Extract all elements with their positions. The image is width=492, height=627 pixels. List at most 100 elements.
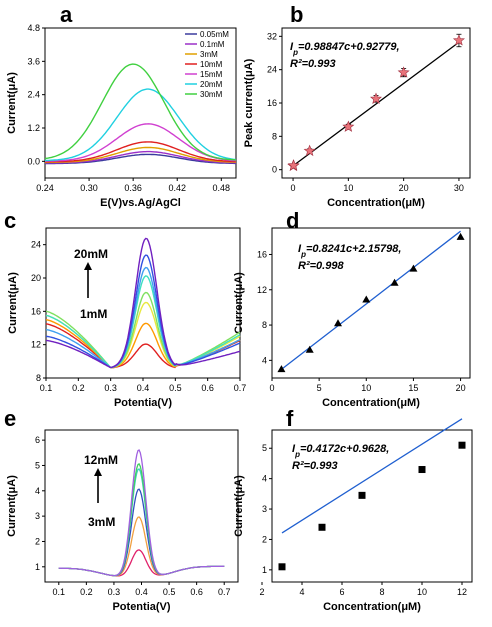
y-axis-label: Current(μA) bbox=[233, 475, 245, 537]
y-axis-label: Current(μA) bbox=[233, 272, 245, 334]
y-tick-label: 12 bbox=[31, 340, 41, 350]
panel-label-f: f bbox=[286, 406, 294, 431]
panel-label-a: a bbox=[60, 2, 73, 27]
fit-equation: Ip=0.8241c+2.15798, bbox=[298, 243, 401, 259]
plot-frame-f bbox=[271, 429, 473, 583]
x-axis-label: Potentia(V) bbox=[114, 397, 172, 409]
fit-r-squared: R²=0.993 bbox=[290, 58, 336, 70]
data-point bbox=[390, 278, 399, 286]
y-tick-label: 0.0 bbox=[27, 156, 40, 166]
data-point bbox=[278, 563, 286, 571]
series-line-3mM bbox=[45, 146, 236, 164]
series-line bbox=[45, 254, 241, 369]
x-axis-label: E(V)vs.Ag/AgCl bbox=[100, 197, 181, 209]
legend-entry: 15mM bbox=[200, 70, 223, 79]
x-tick-label: 0.7 bbox=[218, 587, 231, 597]
data-point bbox=[287, 159, 300, 171]
x-axis-label: Concentration(μM) bbox=[322, 397, 420, 409]
x-tick-label: 15 bbox=[408, 383, 418, 393]
fit-r-squared: R²=0.998 bbox=[298, 260, 344, 272]
fit-line bbox=[281, 230, 461, 370]
plot-frame-a bbox=[44, 27, 237, 179]
y-tick-label: 8 bbox=[36, 373, 41, 383]
data-point bbox=[305, 345, 314, 353]
y-tick-label: 1 bbox=[35, 562, 40, 572]
data-point bbox=[409, 264, 418, 272]
series-line-15mM bbox=[45, 123, 237, 162]
fit-equation: Ip=0.98847c+0.92779, bbox=[290, 41, 400, 57]
arrow-bottom-label: 1mM bbox=[80, 307, 107, 321]
y-tick-label: 3 bbox=[35, 511, 40, 521]
trend-arrow-head bbox=[94, 468, 102, 476]
y-tick-label: 16 bbox=[257, 249, 267, 259]
y-tick-label: 4 bbox=[262, 355, 267, 365]
data-point bbox=[418, 466, 426, 474]
panel-f: 2 4 6 8 10 1212345Concentration(μM)Current(μA… bbox=[233, 418, 473, 613]
x-tick-label: 0.4 bbox=[137, 383, 150, 393]
series-line bbox=[45, 237, 241, 369]
legend-entry: 0.1mM bbox=[200, 40, 225, 49]
series-line-30mM bbox=[44, 63, 237, 161]
panel-b: 0 10 20 30 0 8 16 24 32 Concentration(μM) Peak cur… bbox=[243, 27, 471, 209]
y-tick-label: 16 bbox=[31, 306, 41, 316]
y-tick-label: 3 bbox=[262, 504, 267, 514]
data-point bbox=[458, 441, 466, 449]
y-tick-label: 8 bbox=[272, 131, 277, 141]
x-tick-label: 10 bbox=[417, 587, 427, 597]
y-tick-label: 1.2 bbox=[27, 123, 40, 133]
arrow-top-label: 12mM bbox=[84, 453, 118, 467]
x-tick-label: 0.7 bbox=[234, 383, 247, 393]
y-tick-label: 2.4 bbox=[27, 90, 40, 100]
x-tick-label: 0.2 bbox=[72, 383, 85, 393]
data-point bbox=[334, 319, 342, 327]
legend-entry: 0.05mM bbox=[200, 30, 229, 39]
y-tick-label: 16 bbox=[267, 98, 277, 108]
y-tick-label: 5 bbox=[262, 443, 267, 453]
x-tick-label: 0 bbox=[269, 383, 274, 393]
x-tick-label: 6 bbox=[339, 587, 344, 597]
x-tick-label: 30 bbox=[454, 183, 464, 193]
x-tick-label: 0.1 bbox=[40, 383, 53, 393]
x-tick-label: 5 bbox=[317, 383, 322, 393]
legend-entry: 30mM bbox=[200, 90, 223, 99]
series-line bbox=[45, 291, 241, 369]
data-point bbox=[318, 523, 326, 531]
x-tick-label: 20 bbox=[399, 183, 409, 193]
data-point bbox=[456, 232, 465, 240]
y-tick-label: 3.6 bbox=[27, 56, 40, 66]
arrow-bottom-label: 3mM bbox=[88, 515, 115, 529]
x-tick-label: 0.5 bbox=[163, 587, 176, 597]
x-axis-label: Potentia(V) bbox=[112, 601, 170, 613]
plot-frame-d bbox=[271, 227, 471, 379]
x-tick-label: 0.36 bbox=[124, 183, 142, 193]
y-tick-label: 24 bbox=[267, 65, 277, 75]
x-tick-label: 0.6 bbox=[190, 587, 203, 597]
x-tick-label: 0.2 bbox=[80, 587, 93, 597]
y-tick-label: 6 bbox=[35, 435, 40, 445]
y-tick-label: 1 bbox=[262, 565, 267, 575]
x-tick-label: 10 bbox=[343, 183, 353, 193]
y-tick-label: 12 bbox=[257, 285, 267, 295]
data-point bbox=[358, 491, 366, 499]
y-tick-label: 0 bbox=[272, 165, 277, 175]
x-tick-label: 0.6 bbox=[201, 383, 214, 393]
y-tick-label: 24 bbox=[31, 240, 41, 250]
data-point bbox=[303, 144, 316, 157]
y-tick-label: 4 bbox=[35, 486, 40, 496]
x-tick-label: 8 bbox=[379, 587, 384, 597]
panel-label-b: b bbox=[290, 2, 303, 27]
x-tick-label: 0.3 bbox=[104, 383, 117, 393]
x-tick-label: 0.5 bbox=[169, 383, 182, 393]
series-line-10mM bbox=[45, 141, 237, 163]
x-tick-label: 2 bbox=[259, 587, 264, 597]
data-point bbox=[342, 120, 355, 132]
series-line bbox=[45, 266, 241, 369]
data-point bbox=[452, 34, 466, 46]
x-tick-label: 12 bbox=[457, 587, 467, 597]
x-tick-label: 20 bbox=[456, 383, 466, 393]
y-tick-label: 5 bbox=[35, 460, 40, 470]
fit-line bbox=[292, 41, 460, 167]
fit-equation: Ip=0.4172c+0.9628, bbox=[292, 443, 389, 459]
data-point bbox=[370, 92, 382, 104]
